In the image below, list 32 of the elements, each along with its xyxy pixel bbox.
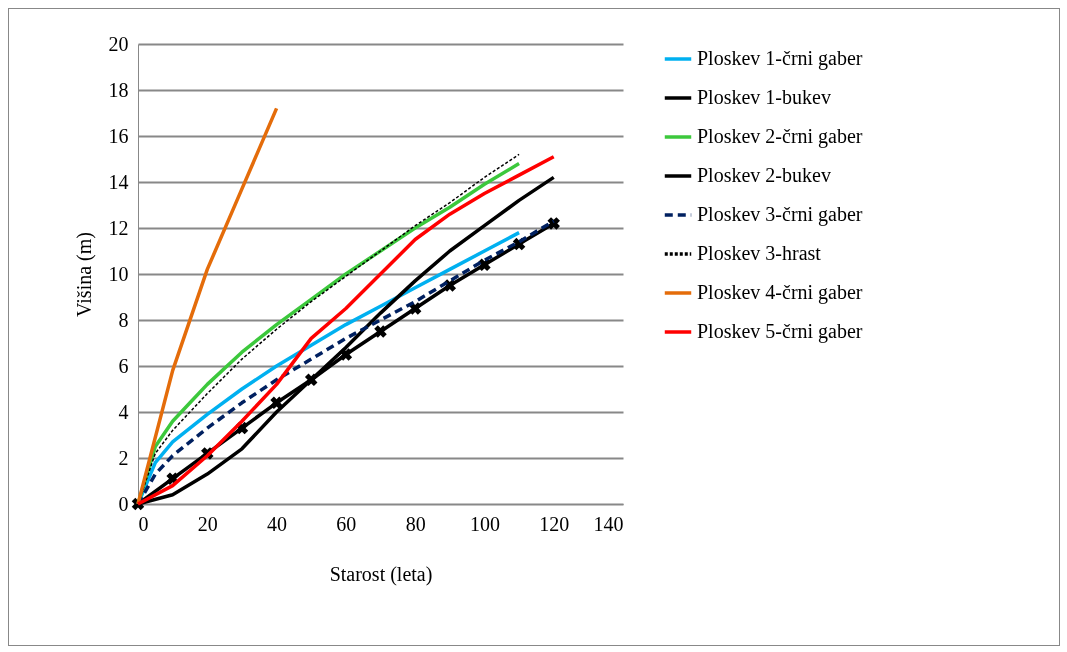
y-tick-label: 16 xyxy=(108,124,129,147)
y-tick-label: 4 xyxy=(118,400,129,423)
x-tick-label: 60 xyxy=(336,512,357,535)
legend-label: Ploskev 3-hrast xyxy=(697,242,822,264)
y-tick-label: 18 xyxy=(108,78,129,101)
y-tick-label: 20 xyxy=(108,32,129,55)
x-tick-label: 120 xyxy=(539,512,570,535)
legend-label: Ploskev 1-črni gaber xyxy=(697,47,863,70)
x-tick-label: 140 xyxy=(593,512,624,535)
legend-label: Ploskev 3-črni gaber xyxy=(697,203,863,226)
point xyxy=(374,325,387,338)
x-tick-label: 80 xyxy=(405,512,426,535)
x-tick-label: 0 xyxy=(138,512,149,535)
x-tick-label: 100 xyxy=(469,512,500,535)
x-tick-label: 20 xyxy=(197,512,218,535)
legend-label: Ploskev 1-bukev xyxy=(697,86,831,108)
legend-label: Ploskev 4-črni gaber xyxy=(697,281,863,304)
y-tick-label: 8 xyxy=(118,308,129,331)
x-axis-title: Starost (leta) xyxy=(329,562,433,586)
legend-label: Ploskev 2-črni gaber xyxy=(697,125,863,148)
y-tick-label: 6 xyxy=(118,354,129,377)
y-axis-title: Višina (m) xyxy=(72,232,96,317)
y-tick-label: 10 xyxy=(108,262,129,285)
legend-label: Ploskev 2-bukev xyxy=(697,164,831,186)
x-tick-label: 40 xyxy=(267,512,288,535)
legend-label: Ploskev 5-črni gaber xyxy=(697,320,863,343)
point xyxy=(547,217,560,230)
y-tick-label: 14 xyxy=(108,170,129,193)
y-tick-label: 2 xyxy=(118,446,129,469)
y-tick-label: 12 xyxy=(108,216,129,239)
point xyxy=(270,396,283,410)
y-tick-label: 0 xyxy=(118,492,129,515)
